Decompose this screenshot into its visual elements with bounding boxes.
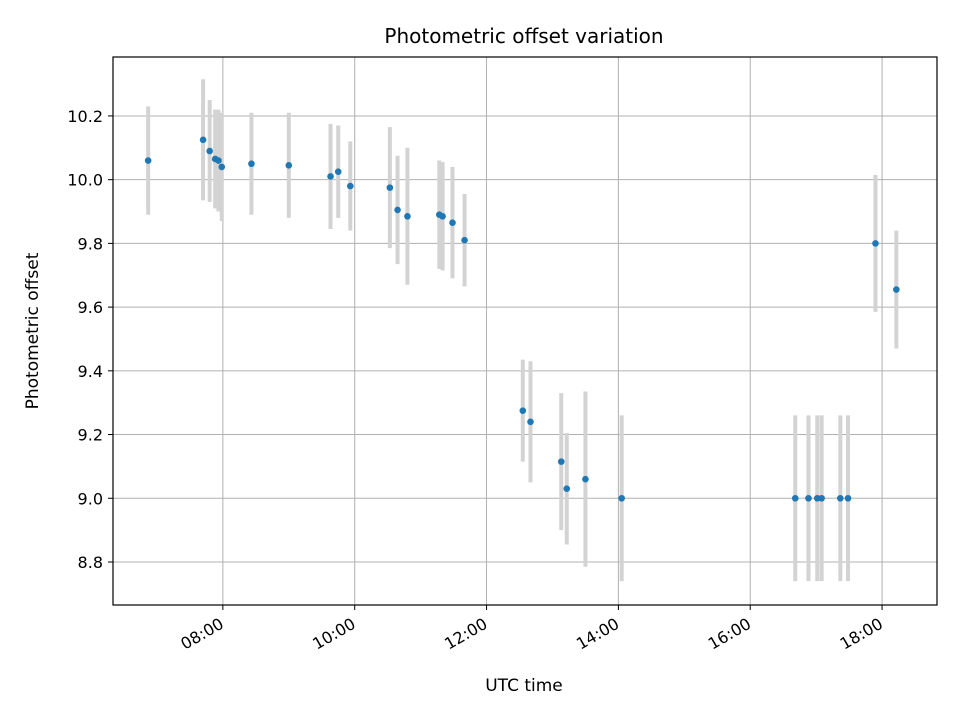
data-point (206, 147, 213, 155)
y-tick-label: 9.0 (78, 489, 103, 508)
error-bars (146, 79, 899, 582)
x-tick-label: 08:00 (177, 614, 226, 654)
data-point (285, 162, 293, 169)
y-tick-label: 8.8 (78, 553, 103, 572)
data-points (144, 136, 900, 502)
data-point (404, 213, 411, 220)
data-point (837, 494, 844, 502)
x-tick-label: 14:00 (573, 614, 622, 654)
data-point (449, 219, 456, 226)
data-point (557, 458, 565, 465)
data-point (218, 163, 226, 171)
grid (113, 57, 937, 605)
data-point (791, 494, 799, 502)
y-tick-label: 9.4 (78, 362, 103, 381)
x-axis-label: UTC time (485, 676, 563, 696)
y-tick-label: 9.2 (78, 426, 103, 445)
chart-title: Photometric offset variation (384, 24, 663, 48)
data-point (215, 157, 222, 164)
data-point (805, 494, 812, 502)
data-point (144, 157, 152, 164)
data-point (844, 494, 852, 502)
data-point (893, 286, 900, 293)
plot-frame (112, 56, 938, 606)
y-tick-label: 9.6 (78, 298, 103, 317)
data-point (394, 206, 401, 214)
y-axis-ticks: 8.8 9.0 9.2 9.4 9.6 9.8 10.0 10.2 (67, 107, 113, 572)
data-point (327, 173, 334, 180)
data-point (199, 136, 207, 144)
data-point (563, 485, 571, 493)
data-point (872, 240, 879, 247)
data-point (334, 168, 342, 175)
y-tick-label: 10.0 (67, 171, 103, 190)
data-point (618, 494, 625, 502)
y-tick-label: 10.2 (67, 107, 103, 126)
x-tick-label: 12:00 (441, 614, 490, 654)
y-axis-label: Photometric offset (23, 252, 43, 409)
data-point (347, 182, 354, 190)
x-tick-label: 10:00 (309, 614, 358, 654)
data-point (582, 475, 589, 483)
data-point (461, 236, 468, 244)
x-tick-label: 16:00 (705, 614, 754, 654)
x-tick-label: 18:00 (837, 614, 886, 654)
data-point (439, 213, 446, 220)
data-point (519, 407, 527, 414)
y-tick-label: 9.8 (78, 234, 103, 253)
data-point (818, 494, 825, 502)
data-point (248, 160, 255, 168)
data-point (527, 418, 534, 426)
x-axis-ticks: 08:00 10:00 12:00 14:00 16:00 18:00 (177, 605, 886, 654)
data-point (386, 184, 394, 191)
